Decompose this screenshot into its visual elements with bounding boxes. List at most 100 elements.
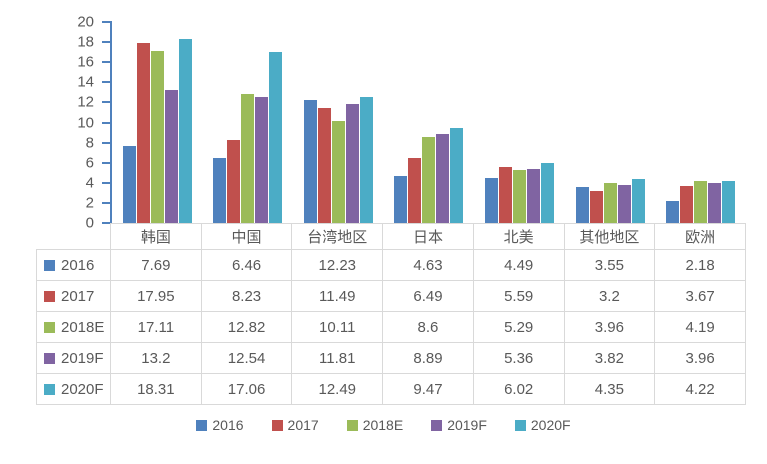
table-cell: 17.06 — [200, 373, 293, 405]
table-cell: 5.59 — [472, 280, 565, 312]
legend-color-swatch — [44, 290, 55, 302]
series-name-label: 2017 — [61, 287, 95, 305]
table-cell: 12.49 — [291, 373, 384, 405]
bar-2019F — [164, 90, 178, 223]
data-table: 韩国 中国 台湾地区 日本 北美 其他地区 欧洲 2016 7.69 6.46 12.23 4.63 4… — [36, 223, 746, 405]
bar-2018E — [331, 121, 345, 223]
table-cell: 3.67 — [654, 280, 746, 312]
y-axis-labels: 0 2 4 6 8 10 12 14 16 18 20 — [38, 15, 94, 231]
legend-item-2020F: 2020F — [514, 417, 571, 433]
legend-color-swatch — [431, 419, 443, 431]
bar-2018E — [513, 169, 527, 223]
table-cell: 18.31 — [110, 373, 202, 405]
series-row-header: 2019F — [36, 342, 111, 374]
bar-2019F — [708, 183, 722, 223]
table-cell: 3.96 — [654, 342, 746, 374]
table-body: 韩国 中国 台湾地区 日本 北美 其他地区 欧洲 2016 7.69 6.46 12.23 4.63 4… — [36, 223, 746, 405]
y-axis-ticks — [102, 21, 111, 224]
bar-2016 — [303, 100, 317, 223]
legend-label: 2020F — [530, 417, 571, 433]
series-name-label: 2020F — [61, 380, 104, 398]
bar-2019F — [436, 133, 450, 223]
category-header-cell: 其他地区 — [563, 223, 656, 250]
table-cell: 6.46 — [200, 249, 293, 281]
bar-2016 — [575, 187, 589, 223]
table-cell: 11.49 — [291, 280, 384, 312]
table-cell: 12.23 — [291, 249, 384, 281]
y-tick — [102, 161, 111, 164]
bar-2020F — [722, 180, 736, 223]
category-header-cell: 中国 — [200, 223, 293, 250]
bar-2018E — [241, 94, 255, 223]
bar-2020F — [631, 179, 645, 223]
plot-area — [112, 22, 746, 223]
table-cell: 4.49 — [472, 249, 565, 281]
y-tick — [102, 181, 111, 184]
bar-2020F — [269, 51, 283, 223]
bar-2017 — [317, 107, 331, 223]
table-cell: 7.69 — [110, 249, 202, 281]
table-cell: 17.95 — [110, 280, 202, 312]
table-cell: 8.89 — [382, 342, 474, 374]
table-cell: 4.35 — [563, 373, 656, 405]
y-tick — [102, 81, 111, 84]
bar-2018E — [603, 183, 617, 223]
table-cell: 8.23 — [200, 280, 293, 312]
legend-label: 2019F — [447, 417, 487, 433]
table-row-2016: 2016 7.69 6.46 12.23 4.63 4.49 3.55 2.18 — [36, 249, 746, 281]
y-tick-label: 4 — [85, 174, 94, 192]
y-tick — [102, 41, 111, 44]
legend-item-2017: 2017 — [271, 417, 319, 433]
bar-2019F — [255, 96, 269, 223]
y-axis-line — [110, 21, 112, 224]
table-row-2019F: 2019F 13.2 12.54 11.81 8.89 5.36 3.82 3.96 — [36, 342, 746, 374]
table-cell: 6.02 — [472, 373, 565, 405]
bar-2019F — [527, 169, 541, 223]
y-tick-label: 20 — [77, 13, 94, 31]
bar-2018E — [150, 51, 164, 223]
y-tick-label: 2 — [85, 194, 94, 212]
bar-2016 — [666, 201, 680, 223]
y-tick-label: 0 — [85, 214, 94, 232]
bar-2019F — [617, 184, 631, 223]
bar-group — [203, 22, 294, 223]
series-row-header: 2018E — [36, 311, 111, 343]
table-cell: 10.11 — [291, 311, 384, 343]
series-row-header: 2017 — [36, 280, 111, 312]
bar-group — [474, 22, 565, 223]
table-cell: 12.82 — [200, 311, 293, 343]
category-header-row: 韩国 中国 台湾地区 日本 北美 其他地区 欧洲 — [37, 223, 746, 250]
legend-color-swatch — [44, 259, 55, 271]
y-tick-label: 12 — [77, 93, 94, 111]
legend-color-swatch — [44, 352, 55, 364]
bar-2018E — [422, 136, 436, 223]
y-tick-label: 14 — [77, 73, 94, 91]
table-cell: 9.47 — [382, 373, 474, 405]
table-cell: 12.54 — [200, 342, 293, 374]
bar-2017 — [136, 42, 150, 223]
legend-item-2019F: 2019F — [431, 417, 487, 433]
table-cell: 4.19 — [654, 311, 746, 343]
table-corner-cell — [37, 224, 111, 250]
bar-2016 — [394, 176, 408, 223]
bar-2016 — [122, 145, 136, 223]
table-cell: 3.82 — [563, 342, 656, 374]
bar-2020F — [359, 97, 373, 223]
bar-group — [384, 22, 475, 223]
bar-2017 — [589, 190, 603, 223]
table-row-2018E: 2018E 17.11 12.82 10.11 8.6 5.29 3.96 4.19 — [36, 311, 746, 343]
legend-item-2016: 2016 — [196, 417, 244, 433]
bar-2018E — [694, 180, 708, 223]
table-row-2017: 2017 17.95 8.23 11.49 6.49 5.59 3.2 3.67 — [36, 280, 746, 312]
bar-2016 — [213, 158, 227, 223]
y-tick — [102, 222, 111, 224]
y-tick-label: 16 — [77, 53, 94, 71]
table-cell: 3.2 — [563, 280, 656, 312]
bar-2020F — [541, 162, 555, 223]
table-cell: 8.6 — [382, 311, 474, 343]
category-header-cell: 台湾地区 — [291, 223, 384, 250]
series-name-label: 2019F — [61, 349, 104, 367]
series-row-header: 2016 — [36, 249, 111, 281]
bar-group — [293, 22, 384, 223]
